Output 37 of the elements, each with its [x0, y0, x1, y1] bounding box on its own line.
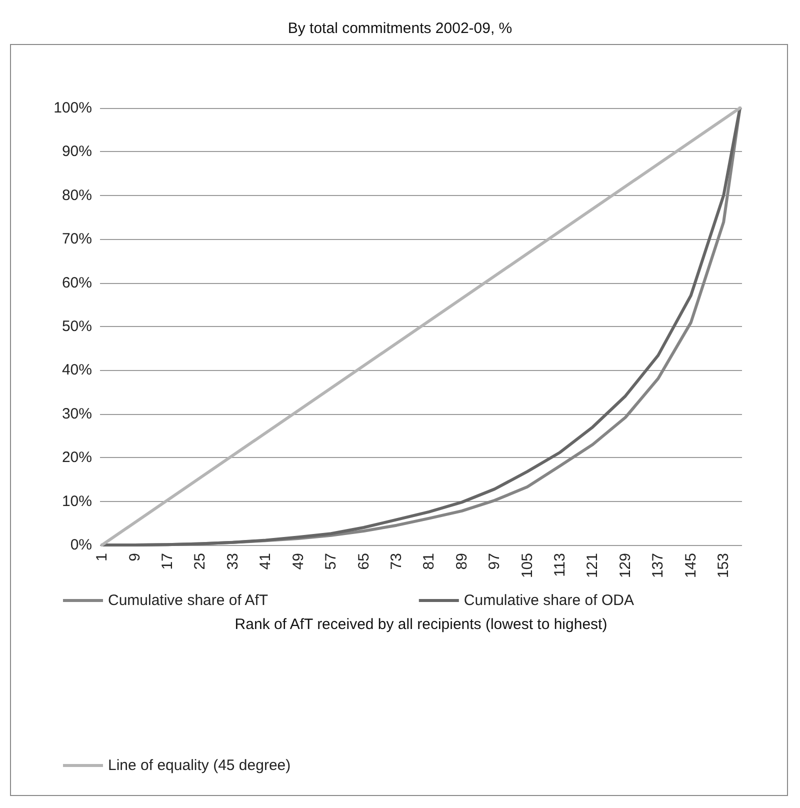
- line-series: [100, 106, 742, 546]
- x-tick-label: 57: [322, 553, 340, 570]
- x-tick-label: 137: [650, 553, 667, 578]
- x-tick-label: 121: [584, 553, 602, 578]
- y-tick-label: 90%: [62, 143, 92, 160]
- y-tick-label: 70%: [62, 230, 92, 248]
- chart-title: By total commitments 2002-09, %: [288, 20, 512, 37]
- y-tick-label: 30%: [62, 405, 92, 422]
- x-tick-label: 81: [420, 553, 438, 570]
- x-tick-label: 65: [355, 553, 372, 570]
- x-tick-label: 73: [388, 553, 405, 570]
- x-axis-title: Rank of AfT received by all recipients (lowest to highest): [234, 616, 608, 633]
- legend-label: Cumulative share of ODA: [464, 592, 634, 609]
- x-tick-label: 89: [453, 553, 470, 570]
- x-tick-label: 97: [486, 553, 504, 570]
- x-tick-label: 33: [224, 553, 242, 570]
- x-tick-label: 49: [290, 553, 307, 570]
- x-tick-label: 129: [616, 553, 634, 578]
- y-tick-label: 100%: [54, 100, 92, 116]
- x-tick-label: 9: [126, 553, 144, 562]
- legend-label: Line of equality (45 degree): [108, 757, 291, 774]
- x-tick-label: 17: [158, 553, 176, 570]
- y-tick-label: 50%: [62, 318, 92, 335]
- y-tick-label: 60%: [62, 274, 92, 292]
- x-tick-label: 145: [682, 553, 700, 578]
- y-tick-label: 10%: [62, 492, 92, 510]
- y-tick-label: 0%: [70, 536, 92, 554]
- x-tick-label: 113: [552, 553, 569, 577]
- y-tick-label: 20%: [62, 449, 92, 466]
- x-tick-label: 1: [94, 553, 111, 562]
- y-tick-label: 80%: [62, 186, 92, 204]
- x-tick-label: 153: [715, 553, 732, 578]
- x-tick-label: 41: [257, 553, 274, 570]
- legend-label: Cumulative share of AfT: [108, 592, 268, 609]
- x-tick-label: 25: [192, 553, 209, 570]
- y-tick-label: 40%: [62, 362, 92, 379]
- x-tick-label: 105: [518, 553, 536, 578]
